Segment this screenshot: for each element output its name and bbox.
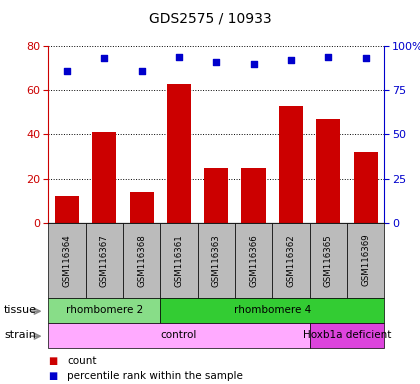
Point [213,59,220,65]
Point [250,61,257,67]
Text: percentile rank within the sample: percentile rank within the sample [67,371,243,381]
Text: GSM116363: GSM116363 [212,234,221,286]
Bar [92,132,116,223]
Text: rhombomere 4: rhombomere 4 [234,305,311,315]
Point [325,54,332,60]
Bar [204,167,228,223]
Text: GSM116364: GSM116364 [63,234,71,286]
Bar [167,84,191,223]
Text: GSM116361: GSM116361 [174,234,184,286]
Point [176,54,182,60]
Text: count: count [67,356,97,366]
Text: ■: ■ [48,356,58,366]
Text: GSM116362: GSM116362 [286,234,295,286]
Text: control: control [161,330,197,340]
Text: tissue: tissue [4,305,37,315]
Text: GSM116365: GSM116365 [324,234,333,286]
Text: GDS2575 / 10933: GDS2575 / 10933 [149,12,271,25]
Text: GSM116366: GSM116366 [249,234,258,286]
Bar [241,167,266,223]
Bar [55,196,79,223]
Point [63,68,70,74]
Bar [129,192,154,223]
Bar [279,106,303,223]
Text: GSM116368: GSM116368 [137,234,146,286]
Text: ■: ■ [48,371,58,381]
Text: GSM116367: GSM116367 [100,234,109,286]
Point [138,68,145,74]
Text: strain: strain [4,330,36,340]
Point [101,55,108,61]
Text: rhombomere 2: rhombomere 2 [66,305,143,315]
Point [362,55,369,61]
Bar [354,152,378,223]
Text: GSM116369: GSM116369 [361,234,370,286]
Point [288,57,294,63]
Bar [316,119,341,223]
Text: Hoxb1a deficient: Hoxb1a deficient [303,330,391,340]
